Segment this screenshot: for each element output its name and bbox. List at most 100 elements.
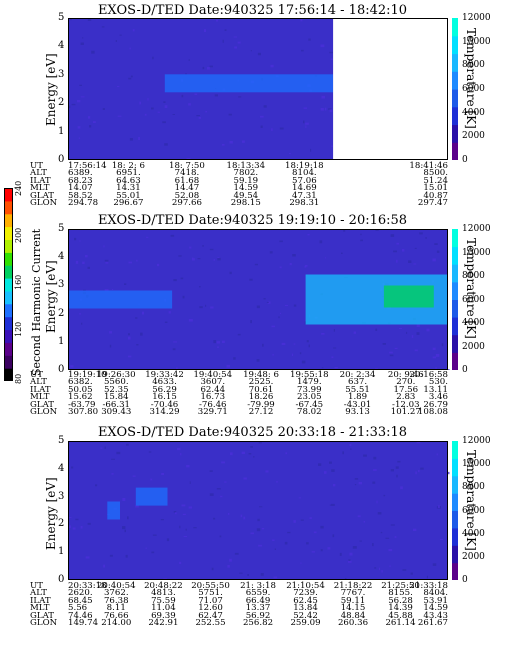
ytick-label: 2 xyxy=(58,307,65,319)
orbit-row-glon: GLON 294.78 296.67 297.66 298.15 298.31 297.47 xyxy=(30,198,463,207)
noise-cell xyxy=(128,333,130,336)
ytick-label: 5 xyxy=(58,223,65,234)
feature-band xyxy=(68,290,173,309)
noise-cell xyxy=(197,258,201,260)
ytick-label: 3 xyxy=(58,68,65,80)
noise-cell xyxy=(349,552,353,556)
noise-cell xyxy=(321,367,324,369)
temperature-bar-segment xyxy=(452,475,458,494)
noise-cell xyxy=(254,263,258,266)
noise-cell xyxy=(432,347,436,350)
orbit-value: 3762. xyxy=(103,588,129,599)
noise-cell xyxy=(390,524,395,526)
orbit-value: 3607. xyxy=(200,377,226,388)
noise-cell xyxy=(229,452,233,456)
noise-cell xyxy=(436,250,440,253)
noise-cell xyxy=(426,575,428,579)
noise-cell xyxy=(237,333,241,336)
noise-cell xyxy=(217,256,220,258)
noise-cell xyxy=(164,143,168,146)
noise-cell xyxy=(339,552,342,556)
noise-cell xyxy=(343,229,346,232)
noise-cell xyxy=(136,344,139,346)
noise-cell xyxy=(393,250,397,253)
noise-cell xyxy=(306,340,309,343)
orbit-value: 8500. xyxy=(423,168,448,179)
orbit-value: 21:18:22 xyxy=(333,581,373,591)
noise-cell xyxy=(352,546,357,549)
noise-cell xyxy=(440,538,443,541)
orbit-value: 19:19:10 xyxy=(68,370,107,380)
noise-cell xyxy=(325,257,326,259)
orbit-value: 3.46 xyxy=(428,392,448,403)
noise-cell xyxy=(237,41,241,44)
noise-cell xyxy=(318,463,322,466)
noise-cell xyxy=(278,316,280,319)
temperature-tick-label: 10000 xyxy=(462,459,491,470)
orbit-row-label: ALT xyxy=(30,377,47,388)
noise-cell xyxy=(199,306,203,309)
noise-cell xyxy=(188,506,193,509)
noise-cell xyxy=(152,56,154,60)
noise-cell xyxy=(347,560,352,563)
temperature-bar-segment xyxy=(452,281,458,300)
noise-cell xyxy=(419,232,423,235)
noise-cell xyxy=(234,46,237,49)
panel-2-orbit-table: UT 19:19:10 19:26:30 19:33:42 19:40:54 19:48:… xyxy=(30,370,463,417)
orbit-value: 14.07 xyxy=(68,183,93,194)
orbit-value: -70.46 xyxy=(150,399,179,410)
noise-cell xyxy=(416,332,420,335)
noise-cell xyxy=(122,526,126,530)
orbit-row-label: UT xyxy=(30,370,43,380)
panel-2-title: EXOS-D/TED Date:940325 19:19:10 - 20:16:… xyxy=(97,213,408,228)
noise-cell xyxy=(300,562,302,564)
noise-cell xyxy=(182,513,186,515)
noise-cell xyxy=(243,516,246,520)
noise-cell xyxy=(100,447,103,449)
noise-cell xyxy=(188,318,193,322)
noise-cell xyxy=(256,359,260,362)
temperature-bar-segment xyxy=(452,299,458,318)
noise-cell xyxy=(411,335,414,338)
orbit-row-label: GLON xyxy=(30,617,58,628)
noise-cell xyxy=(82,261,85,265)
orbit-value: 261.67 xyxy=(417,617,448,628)
noise-cell xyxy=(273,576,278,579)
ytick-label: 5 xyxy=(58,435,65,446)
noise-cell xyxy=(221,461,225,464)
noise-cell xyxy=(357,515,361,518)
orbit-row-label: GLON xyxy=(30,406,58,417)
temperature-tick-label: 10000 xyxy=(462,247,491,258)
temperature-bar-segment xyxy=(452,334,458,353)
orbit-value: 14.69 xyxy=(292,183,317,194)
noise-cell xyxy=(293,343,296,345)
orbit-value: 2525. xyxy=(248,377,274,388)
noise-cell xyxy=(173,341,177,343)
noise-cell xyxy=(331,145,333,147)
orbit-row-ut: UT 17:56:14 18: 2: 6 18: 7:50 18:13:34 18:19:… xyxy=(30,161,463,170)
current-colorbar-segment xyxy=(4,342,13,356)
noise-cell xyxy=(92,121,96,124)
noise-cell xyxy=(327,547,331,550)
orbit-value: -63.79 xyxy=(68,399,96,410)
noise-cell xyxy=(160,519,164,521)
noise-cell xyxy=(331,356,334,358)
noise-cell xyxy=(101,26,105,28)
noise-cell xyxy=(102,108,105,110)
noise-cell xyxy=(87,18,92,21)
noise-cell xyxy=(189,481,191,484)
orbit-value: 50.05 xyxy=(68,384,93,395)
noise-cell xyxy=(263,105,267,108)
noise-cell xyxy=(151,551,155,554)
noise-cell xyxy=(192,257,194,259)
noise-cell xyxy=(233,36,238,38)
noise-cell xyxy=(257,52,261,56)
noise-cell xyxy=(119,34,122,36)
noise-cell xyxy=(432,258,436,262)
noise-cell xyxy=(250,532,255,535)
noise-cell xyxy=(329,504,331,506)
noise-cell xyxy=(162,121,166,124)
noise-cell xyxy=(172,114,175,115)
orbit-value: 19:55:18 xyxy=(289,370,329,380)
noise-cell xyxy=(248,453,252,455)
